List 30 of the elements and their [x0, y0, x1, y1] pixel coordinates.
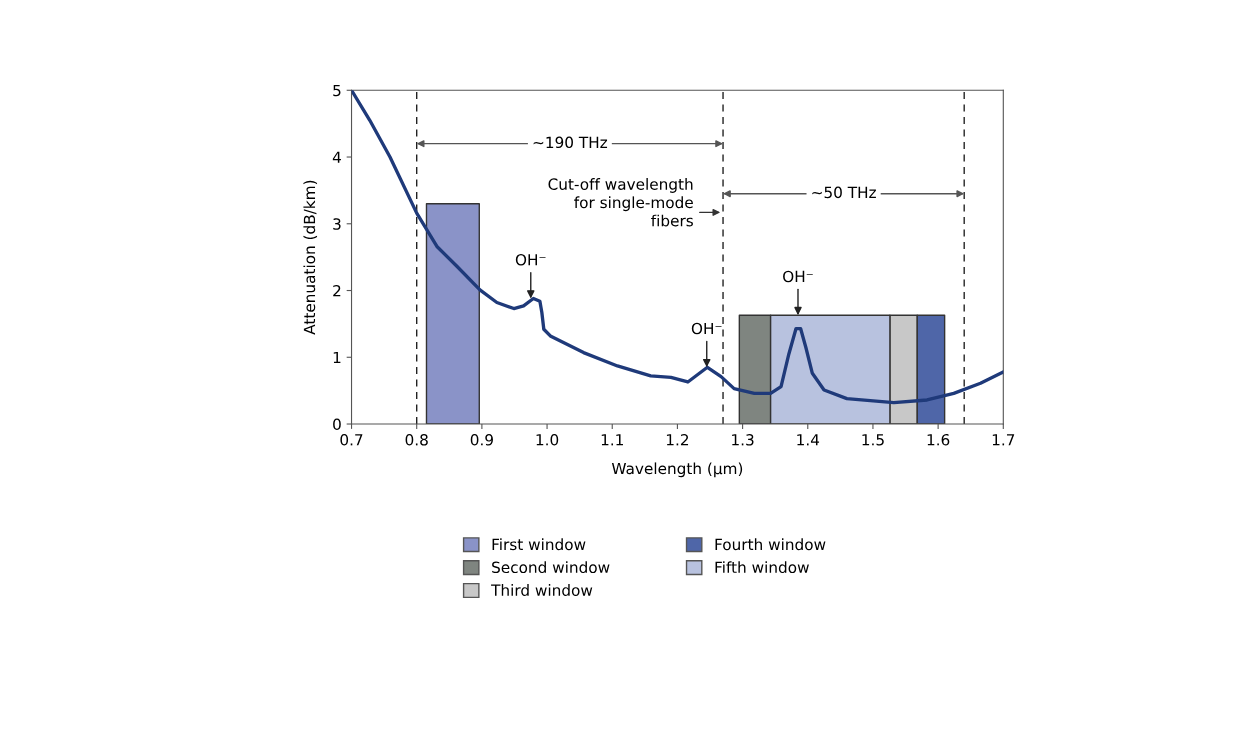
x-tick-label: 1.4 — [797, 434, 820, 446]
x-tick-label: 1.0 — [536, 434, 559, 446]
y-tick-label: 2 — [333, 284, 341, 297]
annotation: OH⁻ — [783, 270, 813, 283]
annotation: ~190 THz — [533, 136, 608, 149]
x-tick-label: 0.9 — [470, 434, 493, 446]
ref-line-label: Cut-off wavelength for single-mode fibers — [548, 178, 693, 227]
y-tick-label: 4 — [332, 151, 341, 163]
legend-label: First window — [492, 538, 586, 551]
legend-label: Third window — [491, 584, 593, 596]
y-tick-label: 1 — [333, 351, 341, 364]
x-tick-label: 1.3 — [732, 434, 754, 446]
legend-label: Fourth window — [715, 538, 826, 551]
x-tick-label: 1.5 — [862, 434, 884, 446]
x-tick-label: 1.6 — [927, 434, 950, 446]
y-tick-label: 3 — [333, 218, 341, 230]
annotation: ~50 THz — [812, 186, 876, 199]
x-tick-label: 0.7 — [340, 434, 363, 446]
x-tick-label: 1.2 — [666, 434, 689, 446]
x-tick-label: 1.1 — [601, 434, 623, 446]
y-tick-label: 0 — [333, 418, 341, 431]
y-tick-label: 5 — [333, 84, 341, 97]
y-axis-title: Attenuation (dB/km) — [303, 180, 318, 335]
x-tick-label: 0.8 — [405, 434, 428, 446]
x-tick-label: 1.7 — [992, 434, 1015, 446]
annotation: OH⁻ — [515, 253, 546, 266]
x-axis-title: Wavelength (μm) — [611, 462, 743, 478]
legend-label: Fifth window — [715, 561, 809, 574]
annotation: OH⁻ — [691, 322, 722, 335]
legend-label: Second window — [492, 561, 610, 574]
